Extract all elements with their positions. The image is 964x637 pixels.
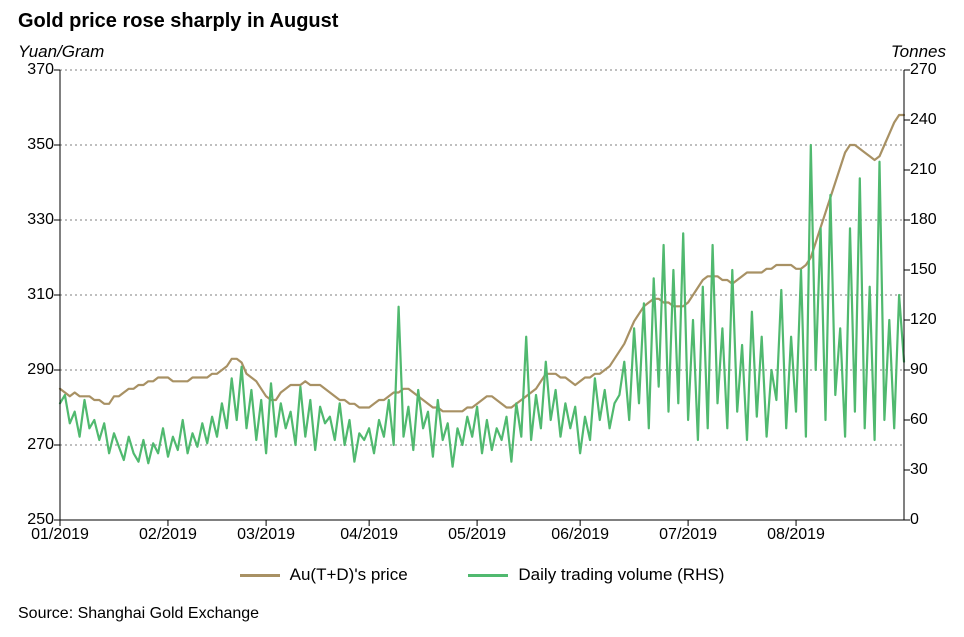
y-axis-right-label: Tonnes (891, 42, 946, 62)
ytick-left: 270 (27, 436, 54, 454)
xtick: 02/2019 (139, 526, 197, 544)
legend-label-volume: Daily trading volume (RHS) (518, 565, 724, 585)
ytick-right: 180 (910, 211, 937, 229)
ytick-left: 310 (27, 286, 54, 304)
ytick-left: 290 (27, 361, 54, 379)
legend: Au(T+D)'s price Daily trading volume (RH… (0, 562, 964, 586)
plot-area: 2502702903103303503700306090120150180210… (60, 70, 904, 520)
ytick-right: 270 (910, 61, 937, 79)
legend-label-price: Au(T+D)'s price (290, 565, 408, 585)
xtick: 06/2019 (551, 526, 609, 544)
xtick: 01/2019 (31, 526, 89, 544)
ytick-right: 210 (910, 161, 937, 179)
ytick-right: 60 (910, 411, 928, 429)
ytick-right: 150 (910, 261, 937, 279)
y-axis-left-label: Yuan/Gram (18, 42, 104, 62)
ytick-right: 240 (910, 111, 937, 129)
chart-title: Gold price rose sharply in August (18, 10, 338, 33)
xtick: 03/2019 (237, 526, 295, 544)
ytick-left: 370 (27, 61, 54, 79)
legend-item-price: Au(T+D)'s price (240, 565, 408, 585)
ytick-left: 350 (27, 136, 54, 154)
ytick-left: 330 (27, 211, 54, 229)
xtick: 07/2019 (659, 526, 717, 544)
legend-item-volume: Daily trading volume (RHS) (468, 565, 724, 585)
chart-svg (60, 70, 904, 520)
source-text: Source: Shanghai Gold Exchange (18, 605, 259, 623)
xtick: 05/2019 (448, 526, 506, 544)
legend-swatch-volume (468, 574, 508, 577)
xtick: 08/2019 (767, 526, 825, 544)
xtick: 04/2019 (340, 526, 398, 544)
ytick-right: 0 (910, 511, 919, 529)
ytick-right: 120 (910, 311, 937, 329)
ytick-right: 30 (910, 461, 928, 479)
chart-container: { "title": "Gold price rose sharply in A… (0, 0, 964, 637)
ytick-right: 90 (910, 361, 928, 379)
legend-swatch-price (240, 574, 280, 577)
